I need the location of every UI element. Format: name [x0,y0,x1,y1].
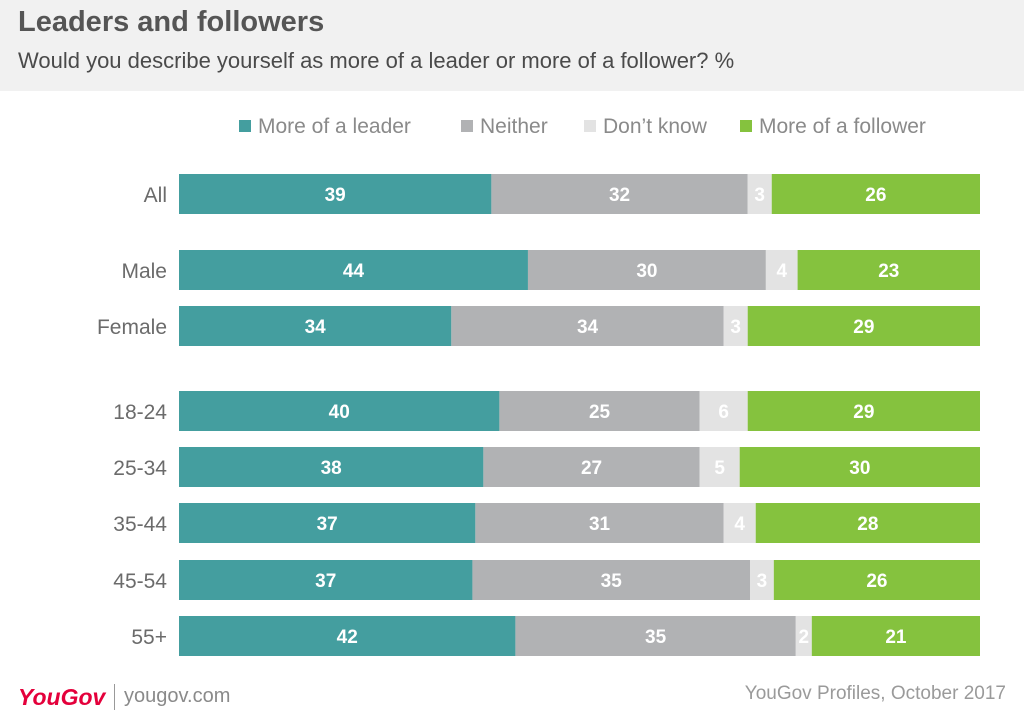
data-label-neither: 25 [589,402,611,423]
chart-subtitle: Would you describe yourself as more of a… [18,48,735,73]
data-label-leader: 38 [321,458,342,479]
data-label-dont-know: 3 [754,185,765,206]
bar-segment-leader [179,503,476,543]
data-label-leader: 37 [317,514,338,535]
data-label-neither: 30 [636,261,657,282]
legend-label-neither: Neither [480,115,548,138]
data-label-dont-know: 5 [714,458,725,479]
bar-segment-follower [747,391,980,431]
bar-segment-leader [179,616,516,656]
data-label-dont-know: 4 [776,261,787,282]
bar-segment-dont-know [723,503,756,543]
legend-swatch-leader [239,120,251,132]
bar-segment-leader [179,250,528,290]
bar-segment-follower [811,616,980,656]
data-label-leader: 42 [337,627,358,648]
category-label: Male [121,260,167,283]
data-label-dont-know: 2 [798,627,809,648]
bar-segment-leader [179,306,452,346]
data-label-follower: 23 [878,261,899,282]
bar-segment-follower [797,250,980,290]
header-band: Leaders and followers Would you describe… [0,0,1024,91]
category-label: 18-24 [113,401,167,424]
bar-segment-dont-know [795,616,812,656]
data-label-leader: 39 [325,185,346,206]
category-label: 45-54 [113,570,167,593]
data-label-leader: 37 [315,571,336,592]
footer-divider [114,684,115,710]
bar-segment-leader [179,391,500,431]
data-label-follower: 30 [849,458,870,479]
category-label: Female [97,316,167,339]
legend-swatch-follower [740,120,752,132]
data-label-follower: 26 [865,185,886,206]
bar-segment-neither [472,560,751,600]
data-label-leader: 44 [343,261,365,282]
bar-segment-neither [515,616,796,656]
bar-segment-leader [179,447,484,487]
legend-label-dont-know: Don’t know [603,115,708,138]
bar-segment-dont-know [765,250,798,290]
bar-segment-leader [179,560,473,600]
legend-swatch-dont-know [584,120,596,132]
data-label-neither: 35 [601,571,623,592]
bar-segment-follower [747,306,980,346]
data-label-neither: 35 [645,627,667,648]
legend-swatch-neither [461,120,473,132]
bar-segment-neither [483,447,700,487]
bar-segment-dont-know [699,391,748,431]
data-label-neither: 27 [581,458,602,479]
footer-url: yougov.com [124,685,231,707]
stacked-bar-chart: More of a leader Neither Don’t know More of… [97,115,980,656]
bar-segment-neither [527,250,766,290]
data-label-dont-know: 3 [757,571,768,592]
data-label-dont-know: 4 [734,514,745,535]
data-label-dont-know: 6 [718,402,729,423]
data-label-neither: 34 [577,317,599,338]
yougov-logo: YouGov [18,684,106,710]
bar-segment-follower [771,174,980,214]
data-label-follower: 29 [853,402,874,423]
category-label: 35-44 [113,513,167,536]
category-label: 25-34 [113,457,167,480]
bar-segment-neither [499,391,700,431]
bar-segment-neither [475,503,724,543]
bar-segment-dont-know [723,306,748,346]
bar-segment-leader [179,174,492,214]
data-label-dont-know: 3 [730,317,741,338]
data-label-follower: 28 [857,514,878,535]
category-label: All [144,184,167,207]
bar-segment-neither [491,174,748,214]
legend-label-follower: More of a follower [759,115,926,138]
bar-segment-neither [451,306,724,346]
bar-segment-follower [739,447,980,487]
bar-segment-follower [755,503,980,543]
footer-source: YouGov Profiles, October 2017 [744,683,1006,704]
data-label-neither: 32 [609,185,630,206]
data-label-follower: 21 [885,627,907,648]
data-label-leader: 40 [329,402,350,423]
data-label-leader: 34 [305,317,327,338]
data-label-follower: 29 [853,317,874,338]
bar-segment-dont-know [699,447,740,487]
data-label-follower: 26 [866,571,887,592]
bar-segment-dont-know [750,560,774,600]
chart-title: Leaders and followers [18,6,325,38]
legend-label-leader: More of a leader [258,115,411,138]
data-label-neither: 31 [589,514,611,535]
bar-segment-dont-know [747,174,772,214]
bar-segment-follower [773,560,980,600]
category-label: 55+ [131,626,167,649]
